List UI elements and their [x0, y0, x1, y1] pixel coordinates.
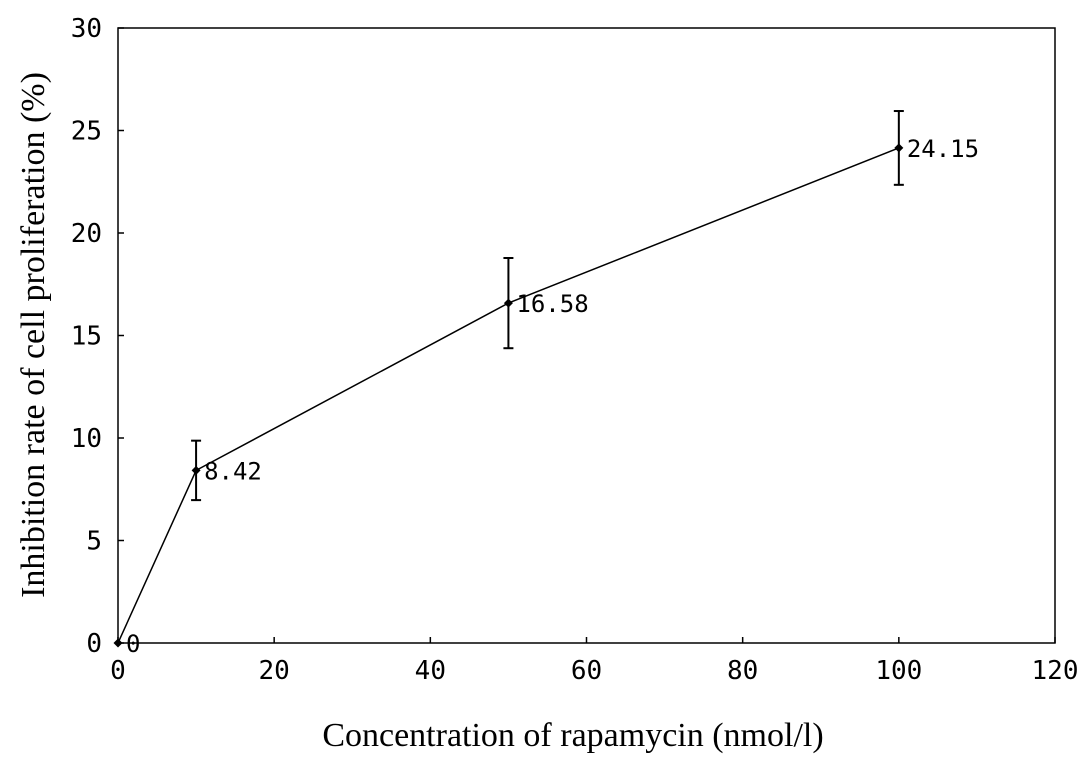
- x-tick-label: 40: [415, 656, 446, 686]
- x-tick-label: 80: [727, 656, 758, 686]
- x-axis: 0 20 40 60 80 100 120: [110, 637, 1078, 686]
- x-tick-label: 100: [875, 656, 922, 686]
- y-tick-label: 30: [71, 14, 102, 44]
- y-axis: 0 5 10 15 20 25 30: [71, 14, 124, 659]
- y-tick-label: 10: [71, 424, 102, 454]
- data-label: 0: [126, 630, 140, 658]
- y-tick-label: 0: [86, 629, 102, 659]
- x-tick-label: 60: [571, 656, 602, 686]
- data-point: [191, 465, 201, 475]
- x-tick-label: 20: [259, 656, 290, 686]
- y-tick-label: 25: [71, 117, 102, 147]
- data-label: 24.15: [907, 135, 979, 163]
- x-axis-title: Concentration of rapamycin (nmol/l): [322, 717, 823, 754]
- x-tick-label: 0: [110, 656, 126, 686]
- series-layer: 0 8.42 16.58 24.15: [113, 110, 979, 658]
- y-tick-label: 20: [71, 219, 102, 249]
- data-point: [894, 143, 904, 153]
- plot-area: [117, 27, 1056, 644]
- series-line: [117, 147, 900, 644]
- y-axis-title: Inhibition rate of cell proliferation (%…: [15, 72, 52, 598]
- data-label: 8.42: [204, 457, 262, 485]
- data-label: 16.58: [516, 290, 588, 318]
- x-tick-label: 120: [1032, 656, 1079, 686]
- y-tick-label: 15: [71, 322, 102, 352]
- y-tick-label: 5: [86, 527, 102, 557]
- data-point: [113, 638, 123, 648]
- data-point: [503, 298, 513, 308]
